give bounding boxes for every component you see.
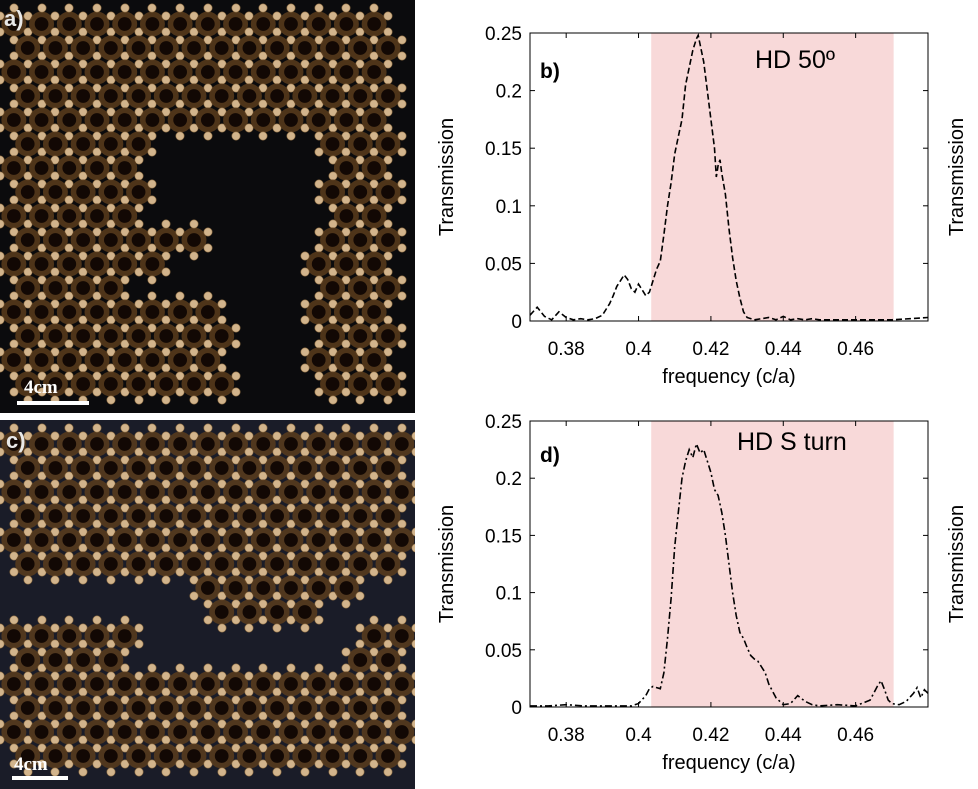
y-tick-label-d: 0 xyxy=(511,698,522,719)
x-tick-label-b: 0.4 xyxy=(625,339,652,360)
x-tick-label-d: 0.38 xyxy=(548,725,585,746)
scale-bar-c xyxy=(12,776,68,780)
shaded-band-d xyxy=(651,421,894,707)
y-tick-label-b: 0.2 xyxy=(496,82,522,103)
chart-d: 0.38 0.4 0.42 0.44 0.46 0 0.05 0.1 0.15 0.2 0.25 fr… xyxy=(436,412,968,774)
y-axis-label-d: Transmission xyxy=(436,505,458,623)
y-axis-label-right-b: Transmission xyxy=(946,118,968,236)
scale-bar-label-c: 4cm xyxy=(14,754,48,775)
panel-label-d: d) xyxy=(540,444,560,467)
axes-frame-d xyxy=(529,420,929,708)
y-tick-label-b: 0.05 xyxy=(485,254,522,275)
y-tick-label-b: 0.15 xyxy=(485,139,522,160)
y-tick-label-d: 0.2 xyxy=(496,469,522,490)
chart-title-b: HD 50º xyxy=(755,46,835,74)
chart-title-d: HD S turn xyxy=(737,428,847,456)
series-line-b xyxy=(529,32,929,321)
x-tick-label-d: 0.46 xyxy=(837,725,874,746)
y-tick-label-d: 0.05 xyxy=(485,641,522,662)
x-axis-label-d: frequency (c/a) xyxy=(662,752,795,774)
scale-bar-a xyxy=(17,401,89,405)
x-tick-label-b: 0.42 xyxy=(692,339,729,360)
x-tick-label-b: 0.44 xyxy=(765,339,802,360)
axes-frame-b xyxy=(529,32,929,322)
y-tick-label-b: 0.1 xyxy=(496,197,522,218)
y-tick-label-b: 0 xyxy=(511,312,522,333)
chart-b: 0.38 0.4 0.42 0.44 0.46 0 0.05 0.1 0.15 0.2 0.25 fr… xyxy=(436,24,968,388)
shaded-band-b xyxy=(651,33,894,321)
scale-bar-label-a: 4cm xyxy=(24,377,58,398)
panel-label-a: a) xyxy=(4,6,24,31)
x-axis-label-b: frequency (c/a) xyxy=(662,366,795,388)
y-axis-label-b: Transmission xyxy=(436,118,458,236)
x-tick-label-b: 0.38 xyxy=(548,339,585,360)
x-tick-label-b: 0.46 xyxy=(837,339,874,360)
x-tick-label-d: 0.44 xyxy=(765,725,802,746)
series-line-d xyxy=(530,441,929,707)
x-tick-label-d: 0.4 xyxy=(625,725,652,746)
y-tick-label-d: 0.25 xyxy=(485,412,522,433)
x-tick-label-d: 0.42 xyxy=(692,725,729,746)
panel-label-b: b) xyxy=(540,60,560,83)
honeycomb-lattice-c xyxy=(0,423,415,777)
photo-panel-c: c) 4cm xyxy=(0,420,415,789)
y-tick-label-d: 0.1 xyxy=(496,584,522,605)
y-axis-label-right-d: Transmission xyxy=(946,505,968,623)
panel-label-c: c) xyxy=(6,428,26,453)
y-tick-label-b: 0.25 xyxy=(485,24,522,45)
y-tick-label-d: 0.15 xyxy=(485,526,522,547)
honeycomb-lattice-a xyxy=(0,3,407,405)
photo-panel-a: a) 4cm xyxy=(0,0,415,413)
